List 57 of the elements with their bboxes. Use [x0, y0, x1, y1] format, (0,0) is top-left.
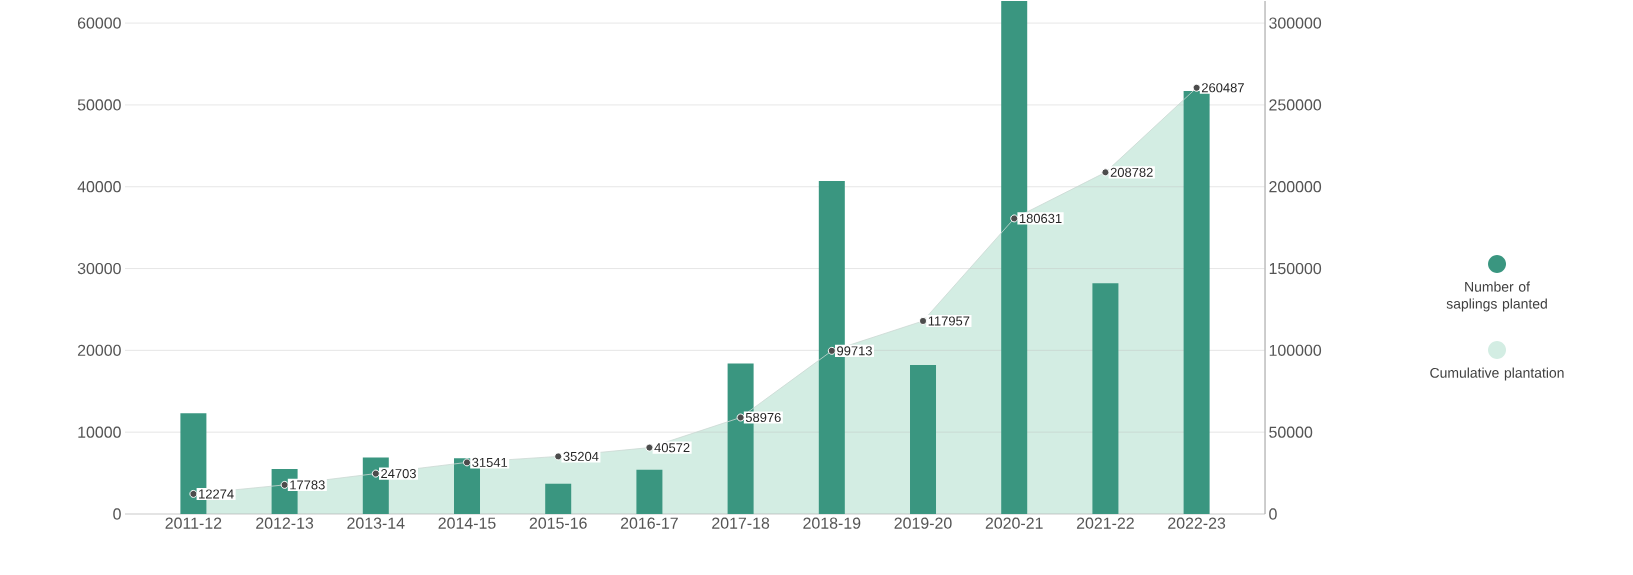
data-label: 12274 — [199, 489, 234, 499]
data-label: 260487 — [1201, 83, 1244, 93]
point — [280, 480, 289, 489]
bar — [910, 365, 937, 514]
point — [1192, 83, 1201, 92]
y2-tick-label: 0 — [1269, 508, 1277, 520]
y-tick-label: 50000 — [77, 99, 121, 111]
legend-label: Cumulative plantation — [1430, 367, 1564, 381]
point — [827, 346, 836, 355]
point — [736, 413, 745, 422]
point — [1010, 214, 1019, 223]
data-label: 99713 — [837, 346, 872, 356]
x-tick-label: 2022-23 — [1168, 517, 1226, 529]
x-tick-label: 2014-15 — [438, 517, 496, 529]
bar — [545, 483, 572, 514]
y2-tick-label: 50000 — [1269, 426, 1313, 438]
data-label: 17783 — [290, 480, 325, 490]
x-tick-label: 2015-16 — [529, 517, 587, 529]
y2-tick-label: 300000 — [1269, 17, 1322, 29]
x-tick-label: 2013-14 — [347, 517, 405, 529]
y-tick-label: 10000 — [78, 426, 121, 438]
data-label: 58976 — [745, 412, 781, 423]
y-tick-label: 60000 — [77, 17, 121, 29]
point — [554, 452, 563, 461]
y2-tick-label: 200000 — [1269, 181, 1322, 193]
data-label: 40572 — [654, 443, 690, 453]
data-label: 180631 — [1019, 213, 1062, 223]
x-tick-label: 2016-17 — [620, 517, 678, 529]
x-tick-label: 2012-13 — [256, 517, 314, 529]
y2-tick-label: 100000 — [1269, 344, 1322, 357]
point — [463, 458, 471, 467]
data-label: 35204 — [563, 451, 599, 461]
point — [371, 469, 380, 478]
point — [645, 443, 654, 452]
data-label: 208782 — [1110, 167, 1153, 177]
x-tick-label: 2020-21 — [985, 517, 1043, 529]
y2-tick-label: 150000 — [1269, 262, 1322, 275]
point — [919, 316, 928, 325]
bar — [1183, 91, 1210, 514]
x-tick-label: 2021-22 — [1076, 517, 1134, 529]
x-tick-label: 2017-18 — [712, 517, 770, 529]
bar — [636, 469, 663, 514]
data-label: 24703 — [381, 468, 416, 479]
y-tick-label: 30000 — [77, 262, 121, 275]
bar — [1092, 283, 1119, 514]
x-tick-label: 2019-20 — [894, 517, 952, 529]
point — [189, 489, 198, 498]
data-label: 31541 — [472, 457, 508, 467]
y-tick-label: 40000 — [77, 181, 121, 193]
data-label: 117957 — [928, 316, 970, 326]
x-tick-label: 2011-12 — [165, 517, 222, 529]
y2-tick-label: 250000 — [1269, 99, 1322, 111]
x-tick-label: 2018-19 — [803, 517, 861, 529]
y-tick-label: 0 — [113, 508, 121, 520]
y-tick-label: 20000 — [77, 344, 121, 357]
point — [1101, 168, 1110, 177]
legend-label: Number of saplings planted — [1446, 281, 1547, 312]
